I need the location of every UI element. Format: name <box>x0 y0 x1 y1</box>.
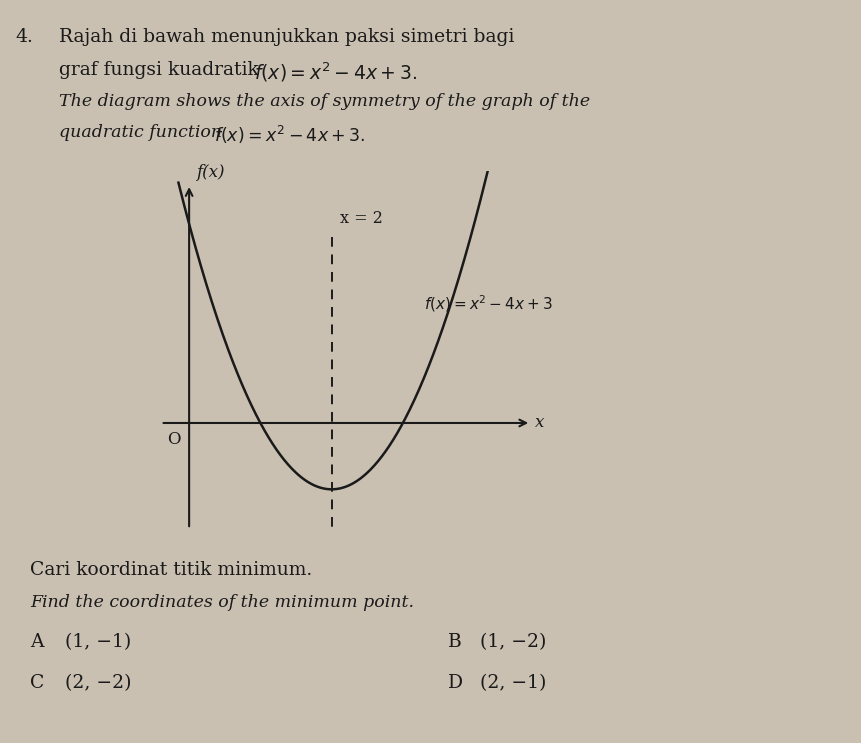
Text: Cari koordinat titik minimum.: Cari koordinat titik minimum. <box>30 561 313 579</box>
Text: graf fungsi kuadratik: graf fungsi kuadratik <box>59 61 264 79</box>
Text: $f(x) = x^2 - 4x + 3.$: $f(x) = x^2 - 4x + 3.$ <box>254 61 417 85</box>
Text: (1, −1): (1, −1) <box>65 633 131 651</box>
Text: The diagram shows the axis of symmetry of the graph of the: The diagram shows the axis of symmetry o… <box>59 93 590 110</box>
Text: x: x <box>535 415 544 432</box>
Text: f(x): f(x) <box>196 164 225 181</box>
Text: C: C <box>30 674 45 692</box>
Text: D: D <box>448 674 463 692</box>
Text: (2, −1): (2, −1) <box>480 674 547 692</box>
Text: $f(x) = x^2 - 4x + 3.$: $f(x) = x^2 - 4x + 3.$ <box>214 124 365 146</box>
Text: (1, −2): (1, −2) <box>480 633 547 651</box>
Text: quadratic function: quadratic function <box>59 124 227 141</box>
Text: Find the coordinates of the minimum point.: Find the coordinates of the minimum poin… <box>30 594 414 611</box>
Text: O: O <box>167 431 181 448</box>
Text: Rajah di bawah menunjukkan paksi simetri bagi: Rajah di bawah menunjukkan paksi simetri… <box>59 28 514 46</box>
Text: A: A <box>30 633 44 651</box>
Text: x = 2: x = 2 <box>340 210 383 227</box>
Text: (2, −2): (2, −2) <box>65 674 131 692</box>
Text: $f(x) = x^2 - 4x + 3$: $f(x) = x^2 - 4x + 3$ <box>424 293 553 314</box>
Text: B: B <box>448 633 461 651</box>
Text: 4.: 4. <box>15 28 34 46</box>
